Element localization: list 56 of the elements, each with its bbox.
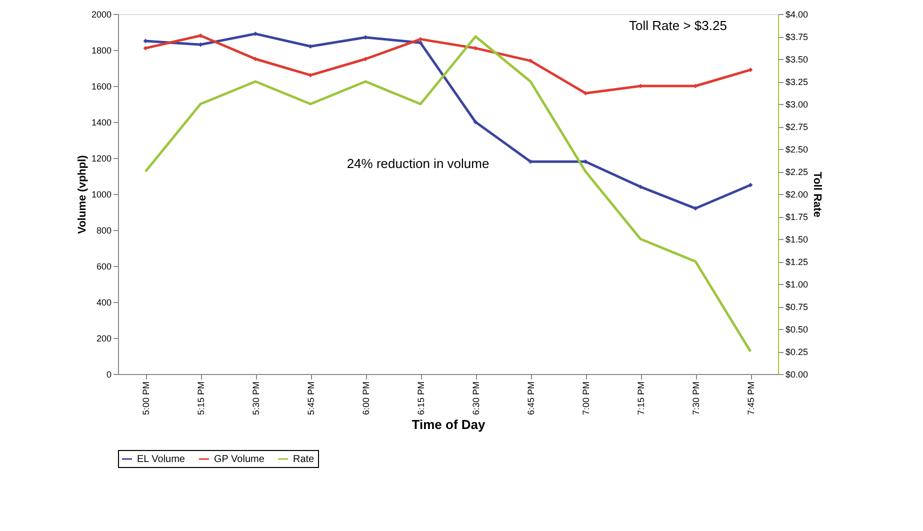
x-tick-label: 5:00 PM <box>141 382 151 416</box>
x-tick-label: 5:45 PM <box>306 382 316 416</box>
y-tick-label: 2000 <box>91 10 112 20</box>
x-tick-label: 6:00 PM <box>361 382 371 416</box>
y-tick-label: 800 <box>96 226 112 236</box>
y2-tick-label: $3.25 <box>786 77 808 87</box>
y2-tick-label: $0.25 <box>786 347 808 357</box>
x-tick-label: 7:30 PM <box>691 382 701 416</box>
point <box>363 56 368 62</box>
y2-tick-label: $0.75 <box>786 302 808 312</box>
y2-tick-label: $1.50 <box>786 234 808 244</box>
y2-tick-label: $2.00 <box>786 190 808 200</box>
y-tick-label: 1200 <box>91 154 112 164</box>
y-axis-title: Volume (vphpl) <box>76 154 88 234</box>
y2-tick-label: $4.00 <box>786 10 808 20</box>
y2-tick-label: $1.75 <box>786 212 808 222</box>
point <box>748 182 753 188</box>
y-tick-label: 0 <box>106 370 112 380</box>
y-tick-label: 400 <box>96 298 112 308</box>
point <box>473 120 478 124</box>
y2-tick-label: $3.75 <box>786 32 808 42</box>
y-tick-label: 1800 <box>91 46 112 56</box>
x-tick-label: 7:45 PM <box>746 382 756 416</box>
annotation: Toll Rate > $3.25 <box>629 18 727 33</box>
x-tick-label: 5:15 PM <box>196 382 206 416</box>
x-tick-label: 5:30 PM <box>251 382 261 416</box>
point <box>253 56 258 62</box>
y-tick-label: 1600 <box>91 82 112 92</box>
y2-axis-title: Toll Rate <box>811 172 824 218</box>
y2-tick-label: $0.50 <box>786 324 808 334</box>
y2-tick-label: $2.50 <box>786 144 808 154</box>
line-series <box>144 35 752 353</box>
y2-tick-label: $3.00 <box>786 100 808 110</box>
point <box>308 72 313 78</box>
x-tick-label: 7:00 PM <box>581 382 591 416</box>
y2-tick-label: $2.25 <box>786 167 808 177</box>
legend-label: GP Volume <box>214 454 265 465</box>
legend-label: Rate <box>293 454 315 465</box>
x-tick-label: 6:30 PM <box>471 382 481 416</box>
y2-tick-label: $3.50 <box>786 54 808 64</box>
y2-tick-label: $1.25 <box>786 257 808 267</box>
y-tick-label: 1000 <box>91 190 112 200</box>
point <box>638 184 643 190</box>
x-axis-title: Time of Day <box>412 417 486 432</box>
y-tick-label: 200 <box>96 334 112 344</box>
annotation: 24% reduction in volume <box>346 156 490 171</box>
legend-label: EL Volume <box>137 454 186 465</box>
x-tick-label: 6:45 PM <box>526 382 536 416</box>
x-tick-label: 6:15 PM <box>416 382 426 416</box>
x-tick-label: 7:15 PM <box>636 382 646 416</box>
point <box>748 68 753 72</box>
y-tick-label: 600 <box>96 262 112 272</box>
y-tick-label: 1400 <box>91 118 112 128</box>
y2-tick-label: $0.00 <box>786 370 808 380</box>
y2-tick-label: $1.00 <box>786 280 808 290</box>
y2-tick-label: $2.75 <box>786 122 808 132</box>
